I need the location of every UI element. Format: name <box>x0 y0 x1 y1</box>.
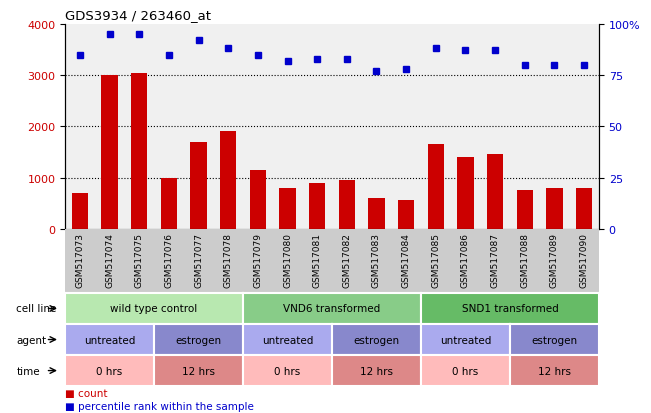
Bar <box>487 155 503 229</box>
Text: GSM517086: GSM517086 <box>461 233 470 287</box>
Bar <box>161 178 177 229</box>
Text: estrogen: estrogen <box>176 335 221 345</box>
Bar <box>279 188 296 229</box>
Text: GSM517077: GSM517077 <box>194 233 203 287</box>
Text: GSM517083: GSM517083 <box>372 233 381 287</box>
Text: GSM517074: GSM517074 <box>105 233 114 287</box>
Text: GSM517087: GSM517087 <box>491 233 499 287</box>
Text: 12 hrs: 12 hrs <box>538 366 571 376</box>
Bar <box>457 158 474 229</box>
Text: GSM517084: GSM517084 <box>402 233 411 287</box>
Bar <box>546 188 562 229</box>
Text: agent: agent <box>16 335 46 345</box>
Text: estrogen: estrogen <box>531 335 577 345</box>
Text: GSM517088: GSM517088 <box>520 233 529 287</box>
Text: VND6 transformed: VND6 transformed <box>283 304 381 314</box>
Text: GSM517075: GSM517075 <box>135 233 144 287</box>
Text: wild type control: wild type control <box>111 304 198 314</box>
Text: 12 hrs: 12 hrs <box>360 366 393 376</box>
Text: untreated: untreated <box>440 335 491 345</box>
Text: GSM517079: GSM517079 <box>253 233 262 287</box>
Bar <box>576 188 592 229</box>
Bar <box>339 180 355 229</box>
Bar <box>190 142 207 229</box>
Text: estrogen: estrogen <box>353 335 400 345</box>
Text: GSM517081: GSM517081 <box>312 233 322 287</box>
Text: cell line: cell line <box>16 304 57 314</box>
Bar <box>398 200 414 229</box>
Text: time: time <box>16 366 40 376</box>
Bar <box>368 199 385 229</box>
Bar <box>309 183 326 229</box>
Bar <box>517 191 533 229</box>
Text: GDS3934 / 263460_at: GDS3934 / 263460_at <box>65 9 211 22</box>
Text: GSM517082: GSM517082 <box>342 233 352 287</box>
Bar <box>72 193 88 229</box>
Text: GSM517085: GSM517085 <box>432 233 440 287</box>
Text: 12 hrs: 12 hrs <box>182 366 215 376</box>
Text: ■ percentile rank within the sample: ■ percentile rank within the sample <box>65 401 254 411</box>
Text: 0 hrs: 0 hrs <box>275 366 301 376</box>
Bar <box>131 74 147 229</box>
Text: GSM517080: GSM517080 <box>283 233 292 287</box>
Text: GSM517089: GSM517089 <box>550 233 559 287</box>
Text: GSM517073: GSM517073 <box>76 233 85 287</box>
Bar <box>428 145 444 229</box>
Text: 0 hrs: 0 hrs <box>96 366 122 376</box>
Text: SND1 transformed: SND1 transformed <box>462 304 559 314</box>
Text: GSM517090: GSM517090 <box>579 233 589 287</box>
Text: GSM517076: GSM517076 <box>165 233 173 287</box>
Bar <box>250 171 266 229</box>
Bar <box>220 132 236 229</box>
Text: untreated: untreated <box>262 335 313 345</box>
Text: untreated: untreated <box>84 335 135 345</box>
Text: GSM517078: GSM517078 <box>224 233 232 287</box>
Text: ■ count: ■ count <box>65 388 107 398</box>
Text: 0 hrs: 0 hrs <box>452 366 478 376</box>
Bar <box>102 76 118 229</box>
